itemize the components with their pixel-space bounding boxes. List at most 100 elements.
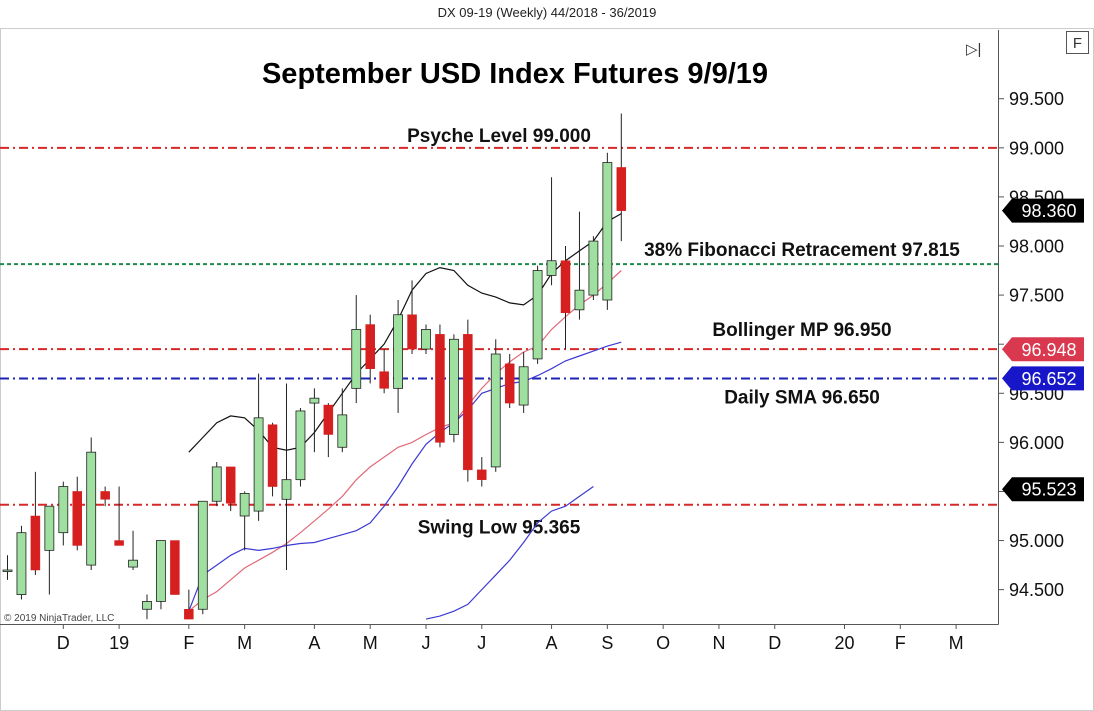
candle-body bbox=[337, 414, 348, 448]
level-label: Bollinger MP 96.950 bbox=[712, 320, 891, 341]
candle-body bbox=[393, 314, 404, 389]
candle-body bbox=[128, 559, 138, 568]
price-flag-label: 98.360 bbox=[1021, 201, 1076, 221]
candle bbox=[421, 324, 431, 354]
candle bbox=[560, 246, 571, 350]
candle-body bbox=[30, 515, 41, 571]
candle-body bbox=[560, 260, 571, 314]
y-tick-label: 99.000 bbox=[1009, 138, 1064, 158]
copyright-text: © 2019 NinjaTrader, LLC bbox=[4, 613, 114, 624]
candle bbox=[156, 540, 166, 610]
x-axis: D 19 F M A M J J A S O N D 20 F M bbox=[57, 624, 964, 653]
candle bbox=[588, 236, 599, 300]
candle bbox=[379, 349, 389, 394]
candle-body bbox=[490, 353, 501, 468]
x-tick-label: O bbox=[656, 633, 670, 653]
candle-body bbox=[16, 532, 27, 595]
candle-body bbox=[156, 540, 166, 602]
candle bbox=[142, 594, 152, 620]
candle bbox=[295, 408, 306, 487]
price-flag-label: 96.652 bbox=[1021, 369, 1076, 389]
candle-body bbox=[351, 329, 362, 389]
candle-body bbox=[421, 329, 431, 350]
candle-body bbox=[518, 366, 529, 406]
x-tick-label: J bbox=[422, 633, 431, 653]
x-tick-label: F bbox=[183, 633, 194, 653]
indicator-line bbox=[188, 270, 622, 612]
candle bbox=[309, 388, 320, 453]
candle-body bbox=[463, 334, 473, 471]
y-tick-label: 96.000 bbox=[1009, 433, 1064, 453]
candle-body bbox=[58, 486, 69, 534]
candle-body bbox=[379, 371, 389, 389]
candle-body bbox=[407, 314, 417, 350]
candle bbox=[323, 403, 334, 458]
candle-body bbox=[365, 324, 375, 369]
price-flag bbox=[1002, 477, 1084, 502]
y-tick-label: 99.500 bbox=[1009, 89, 1064, 109]
candle-body bbox=[184, 609, 194, 620]
candle-body bbox=[239, 493, 250, 517]
candle-body bbox=[267, 424, 278, 487]
levels-layer: Psyche Level 99.000 38% Fibonacci Retrace… bbox=[0, 126, 998, 539]
candle bbox=[490, 339, 501, 472]
candle bbox=[393, 300, 404, 413]
candle-body bbox=[546, 260, 557, 276]
candle bbox=[44, 505, 55, 595]
candle bbox=[72, 476, 82, 551]
level-label: Daily SMA 96.650 bbox=[724, 388, 880, 409]
candle bbox=[435, 324, 445, 448]
candle bbox=[58, 481, 69, 546]
x-tick-label: J bbox=[477, 633, 486, 653]
candle bbox=[477, 457, 487, 487]
candle bbox=[337, 388, 348, 453]
candle bbox=[546, 177, 557, 286]
x-tick-label: F bbox=[895, 633, 906, 653]
x-tick-label: D bbox=[57, 633, 70, 653]
candle-body bbox=[532, 270, 543, 360]
candle bbox=[253, 373, 264, 521]
level-label: Swing Low 95.365 bbox=[418, 518, 581, 539]
candle-body bbox=[86, 451, 97, 566]
candle-body bbox=[2, 569, 13, 572]
candle bbox=[518, 352, 529, 413]
candle bbox=[281, 383, 292, 570]
indicator-line bbox=[425, 486, 594, 620]
chart-title: September USD Index Futures 9/9/19 bbox=[262, 58, 768, 90]
play-to-end-button[interactable]: ▷| bbox=[966, 41, 981, 58]
f-button[interactable]: F bbox=[1066, 31, 1089, 54]
candle-body bbox=[100, 491, 110, 500]
candle bbox=[30, 471, 41, 575]
level-label: Psyche Level 99.000 bbox=[407, 126, 591, 147]
candle bbox=[211, 462, 222, 507]
candle bbox=[197, 500, 208, 615]
price-flag bbox=[1002, 198, 1084, 223]
x-tick-label: A bbox=[546, 633, 558, 653]
f-button-label: F bbox=[1073, 35, 1082, 52]
candle bbox=[365, 314, 375, 384]
play-to-end-icon: ▷| bbox=[966, 41, 981, 58]
candle bbox=[504, 354, 515, 408]
candle-body bbox=[44, 505, 55, 551]
candle-body bbox=[197, 500, 208, 610]
candle-body bbox=[504, 363, 515, 404]
x-tick-label: D bbox=[768, 633, 781, 653]
x-tick-label: M bbox=[237, 633, 252, 653]
candle-body bbox=[435, 334, 445, 443]
y-tick-label: 98.000 bbox=[1009, 237, 1064, 257]
candle bbox=[86, 437, 97, 570]
candle bbox=[267, 422, 278, 497]
candle bbox=[463, 319, 473, 482]
candle-body bbox=[448, 338, 459, 435]
candle-body bbox=[142, 601, 152, 610]
plot-area bbox=[0, 30, 999, 625]
candle bbox=[16, 525, 27, 600]
indicator-line bbox=[188, 341, 622, 612]
candle bbox=[2, 555, 13, 580]
candle bbox=[616, 113, 627, 242]
candle-body bbox=[602, 162, 613, 301]
x-tick-label: M bbox=[363, 633, 378, 653]
candle-body bbox=[477, 469, 487, 480]
candle-body bbox=[72, 491, 82, 546]
